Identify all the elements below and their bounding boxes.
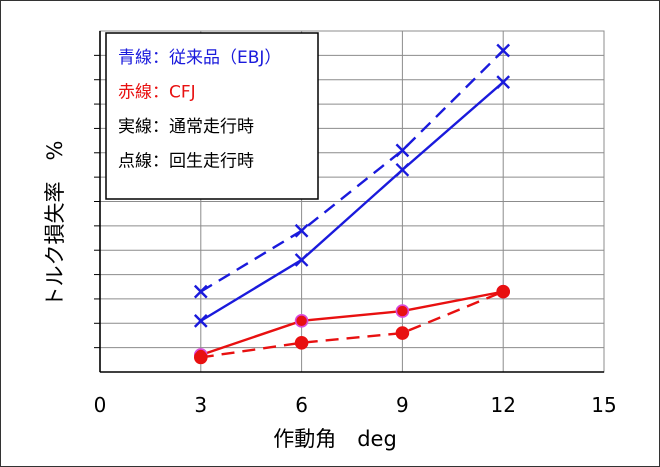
marker-stroke [496,75,511,89]
circle-marker [294,335,309,350]
circle-marker [395,326,410,340]
series-2 [193,43,511,299]
legend-entry: 青線：従来品（EBJ） [118,48,281,68]
x-marker [193,314,208,328]
marker-stroke [395,143,410,158]
legend-box [105,32,319,200]
x-tick-label: 9 [396,393,409,417]
marker-stroke [294,253,309,267]
y-axis-label: トルク損失率 % [43,141,67,308]
legend-entry: 点線：回生走行時 [118,152,254,172]
circle-marker [395,304,410,318]
axes [94,31,604,373]
x-tick-label: 3 [194,393,207,417]
marker-stroke [193,314,208,328]
x-tick-label: 12 [490,393,515,417]
circle-marker [194,350,208,365]
x-tick-labels: 0 3 6 9 12 15 [94,393,617,417]
legend-entry: 赤線：CFJ [118,83,196,103]
circle-marker [496,284,511,299]
x-marker [395,143,410,158]
x-marker [294,223,309,238]
series-line [200,81,504,322]
circle-marker [294,314,309,328]
x-marker [193,284,208,299]
x-marker [496,75,511,89]
series-line [200,49,505,293]
marker-stroke [193,284,208,299]
series-layer [193,43,511,365]
series-4 [194,284,511,365]
x-tick-label: 0 [94,393,107,417]
x-axis-label: 作動角 deg [273,427,397,451]
x-tick-label: 6 [295,393,308,417]
x-marker [395,162,410,177]
series-line [200,290,504,359]
marker-stroke [395,162,410,177]
marker-stroke [496,43,511,58]
marker-stroke [294,223,309,238]
series-1 [193,75,511,328]
x-marker [294,253,309,267]
series-line [200,290,504,357]
legend-entry: 実線：通常走行時 [118,117,254,137]
x-marker [496,43,511,58]
x-tick-label: 15 [591,393,616,417]
